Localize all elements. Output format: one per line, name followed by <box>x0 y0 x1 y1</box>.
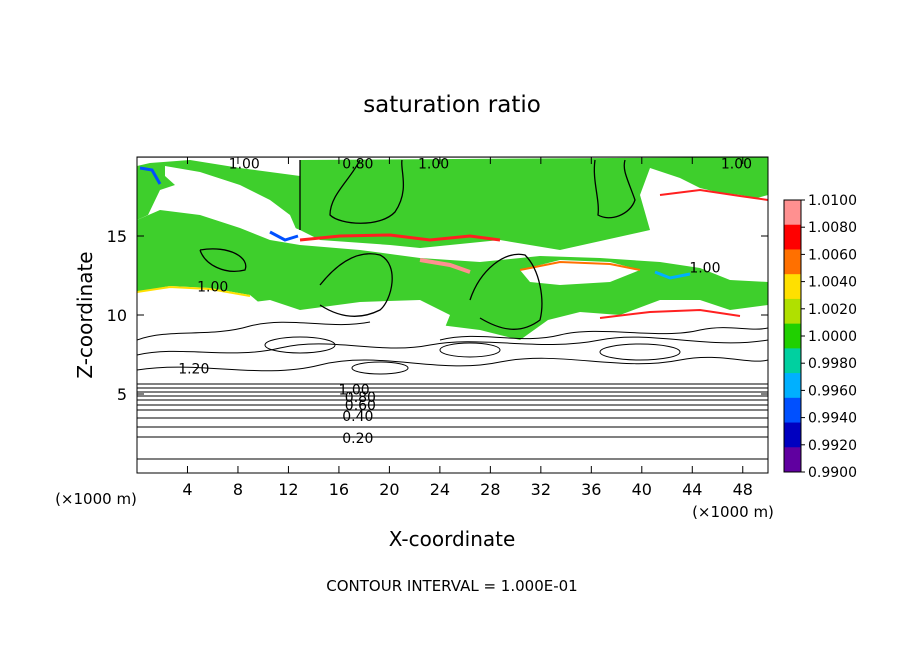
colorbar-label: 0.9920 <box>808 438 857 454</box>
colorbar-segment <box>784 249 801 275</box>
y-tick-label: 5 <box>117 385 127 404</box>
colorbar-label: 1.0080 <box>808 220 857 236</box>
x-tick-label: 28 <box>480 480 500 499</box>
contour-label: 0.80 <box>345 390 376 406</box>
x-tick-label: 36 <box>581 480 601 499</box>
contour-label: 1.00 <box>197 280 228 296</box>
colorbar-label: 0.9900 <box>808 465 857 481</box>
chart-title: saturation ratio <box>363 92 541 118</box>
contour-label: 1.00 <box>338 382 369 398</box>
x-tick-label: 12 <box>278 480 298 499</box>
x-unit-right: (×1000 m) <box>692 503 774 521</box>
x-tick-label: 8 <box>233 480 243 499</box>
contour-label: 0.40 <box>342 409 373 425</box>
x-tick-label: 24 <box>430 480 450 499</box>
colorbar-segment <box>784 422 801 448</box>
footer-contour-interval: CONTOUR INTERVAL = 1.000E-01 <box>326 577 577 595</box>
colorbar-label: 0.9940 <box>808 411 857 427</box>
colorbar-segment <box>784 323 801 349</box>
contour-label: 0.80 <box>342 156 373 172</box>
x-tick-label: 16 <box>329 480 349 499</box>
colorbar-label: 1.0060 <box>808 247 857 263</box>
colorbar-segment <box>784 200 801 226</box>
x-tick-label: 20 <box>379 480 399 499</box>
colorbar-segment <box>784 397 801 424</box>
x-axis: 4 8 12 16 20 24 28 32 36 40 44 48 <box>182 157 753 499</box>
x-tick-label: 4 <box>182 480 192 499</box>
colorbar: 1.0100 1.0080 1.0060 1.0040 1.0020 1.0000 0.99… <box>783 193 857 481</box>
heatmap-field <box>137 157 768 473</box>
colorbar-label: 1.0020 <box>808 302 857 318</box>
colorbar-segment <box>784 224 801 250</box>
x-tick-label: 48 <box>733 480 753 499</box>
colorbar-segment <box>784 373 801 399</box>
y-axis-label: Z-coordinate <box>73 251 97 378</box>
x-tick-label: 32 <box>531 480 551 499</box>
colorbar-label: 1.0000 <box>808 329 857 345</box>
contour-labels: 1.00 0.80 1.00 1.001.001.001.201.000.800.60… <box>178 156 752 447</box>
colorbar-label: 1.0100 <box>808 193 857 209</box>
colorbar-label: 0.9960 <box>808 383 857 399</box>
y-tick-label: 10 <box>107 306 127 325</box>
contour-label: 1.20 <box>178 362 209 378</box>
contour-label: 0.20 <box>342 431 373 447</box>
colorbar-segment <box>784 348 801 374</box>
colorbar-label: 0.9980 <box>808 356 857 372</box>
colorbar-label: 1.0040 <box>808 275 857 291</box>
x-unit-left: (×1000 m) <box>55 490 137 508</box>
y-axis: 5 10 15 <box>107 227 768 404</box>
colorbar-segment <box>784 298 801 325</box>
x-axis-label: X-coordinate <box>389 527 516 551</box>
x-tick-label: 40 <box>632 480 652 499</box>
contour-label: 1.00 <box>418 156 449 172</box>
contour-label: 1.00 <box>229 156 260 172</box>
colorbar-segment <box>784 447 801 473</box>
x-tick-label: 44 <box>682 480 702 499</box>
contour-label: 0.60 <box>345 398 376 414</box>
contour-label: 1.00 <box>721 156 752 172</box>
y-tick-label: 15 <box>107 227 127 246</box>
contour-label: 1.00 <box>689 261 720 277</box>
colorbar-segment <box>784 274 801 300</box>
